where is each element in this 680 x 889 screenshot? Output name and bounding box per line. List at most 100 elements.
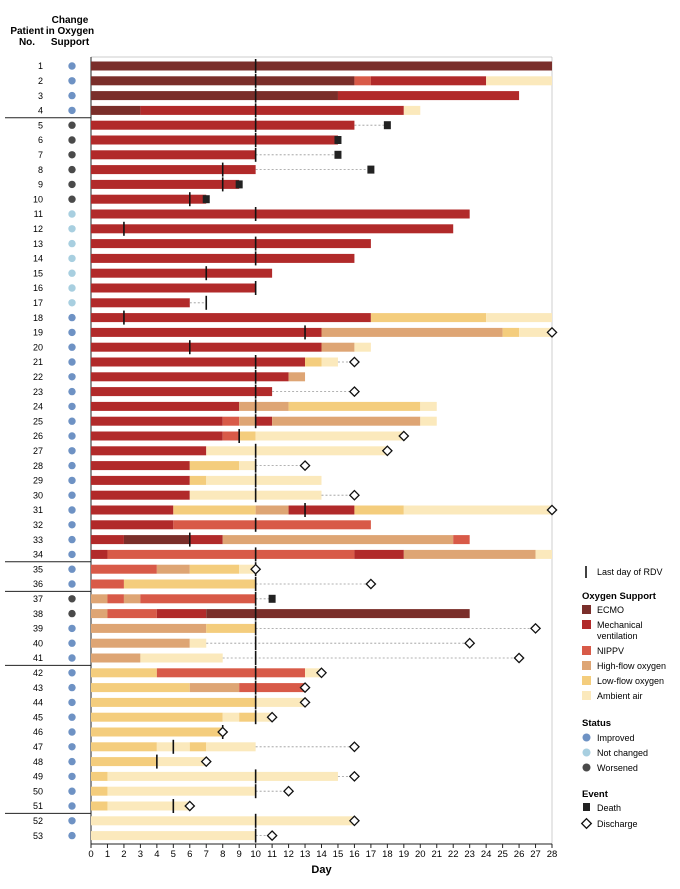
patient-row-50: 50 <box>33 784 295 799</box>
x-tick-label: 19 <box>399 849 410 860</box>
bar-segment-mech <box>91 401 240 411</box>
status-dot-improved <box>68 402 76 411</box>
discharge-marker <box>266 830 278 842</box>
patient-number: 51 <box>33 801 43 811</box>
patient-row-45: 45 <box>33 710 278 725</box>
x-tick-label: 3 <box>138 849 143 860</box>
bar-segment-mech <box>91 209 470 219</box>
legend-label: Improved <box>597 733 635 743</box>
bar-segment-mech <box>354 549 404 559</box>
patient-number: 34 <box>33 550 43 560</box>
discharge-marker <box>530 622 542 634</box>
status-dot-improved <box>68 77 76 85</box>
patient-row-49: 49 <box>33 769 360 784</box>
discharge-marker <box>398 430 410 442</box>
patient-number: 21 <box>33 357 43 367</box>
bar-segment-nippv <box>91 579 124 589</box>
legend-swatch-ecmo <box>582 605 591 614</box>
bar-segment-lfo <box>189 475 207 485</box>
discharge-marker <box>348 741 360 753</box>
bar-segment-mech <box>140 105 404 115</box>
bar-segment-air <box>519 327 552 337</box>
patient-row-41: 41 <box>33 651 525 665</box>
patient-row-2: 2 <box>38 73 552 88</box>
patient-number: 38 <box>33 609 43 619</box>
bar-segment-nippv <box>354 76 371 86</box>
discharge-marker <box>217 726 229 738</box>
x-tick-label: 10 <box>250 849 261 860</box>
status-dot-worsened <box>68 180 76 189</box>
x-tick-label: 13 <box>300 849 311 860</box>
bar-segment-lfo <box>239 712 256 722</box>
bar-segment-ecmo <box>123 535 190 545</box>
bar-segment-mech <box>91 446 207 456</box>
x-tick-label: 6 <box>187 849 192 860</box>
bar-segment-mech <box>91 372 289 382</box>
bar-segment-mech <box>91 194 207 204</box>
bar-segment-mech <box>91 179 240 189</box>
legend-swatch-nippv <box>582 646 591 655</box>
status-dot-improved <box>68 624 76 633</box>
bar-segment-mech <box>91 505 174 515</box>
bar-segment-air <box>255 431 404 441</box>
bar-segment-mech <box>91 461 190 471</box>
legend-label: ventilation <box>597 631 638 641</box>
bar-segment-mech <box>91 327 322 337</box>
patient-row-38: 38 <box>33 606 470 621</box>
legend-dot-improved <box>582 733 591 742</box>
bar-segment-air <box>156 757 207 767</box>
status-dot-worsened <box>68 136 76 144</box>
patient-row-12: 12 <box>33 221 454 236</box>
status-dot-improved <box>68 106 76 115</box>
status-dot-worsened <box>68 609 76 618</box>
status-dot-improved <box>68 831 76 840</box>
legend: Last day of RDV Oxygen Support ECMO Mechani… <box>580 566 666 830</box>
discharge-marker <box>464 637 476 649</box>
bar-segment-mech <box>91 357 306 367</box>
bar-segment-lfo <box>189 564 240 574</box>
x-tick-label: 1 <box>105 849 110 860</box>
bar-segment-lfo <box>123 579 256 589</box>
status-dot-improved <box>68 447 76 455</box>
bar-segment-nippv <box>453 535 470 545</box>
status-dot-improved <box>68 535 76 544</box>
x-tick-label: 14 <box>316 849 327 860</box>
bar-segment-air <box>107 786 256 796</box>
bar-segment-mech <box>91 283 256 293</box>
bar-segment-mech <box>91 239 371 249</box>
legend-item-improved: Improved <box>582 733 635 743</box>
bar-segment-air <box>255 697 306 707</box>
bar-segment-air <box>239 461 256 471</box>
bar-segment-lfo <box>354 505 404 515</box>
patient-row-24: 24 <box>33 399 437 414</box>
patient-row-1: 1 <box>38 59 552 73</box>
patient-row-35: 35 <box>33 562 262 577</box>
discharge-marker <box>513 652 525 664</box>
bar-segment-hfo <box>91 623 207 633</box>
patient-number: 29 <box>33 476 43 486</box>
patient-row-6: 6 <box>38 133 342 147</box>
legend-label: NIPPV <box>597 646 624 656</box>
bar-segment-mech <box>91 475 190 485</box>
bar-segment-mech <box>156 609 207 619</box>
patient-number: 4 <box>38 106 43 116</box>
bar-segment-nippv <box>173 520 371 530</box>
x-tick-label: 20 <box>415 849 426 860</box>
discharge-marker <box>348 770 360 782</box>
status-dot-improved <box>68 432 76 440</box>
patient-row-26: 26 <box>33 429 410 443</box>
patient-number: 6 <box>38 135 43 145</box>
bar-segment-lfo <box>91 771 108 781</box>
patient-row-36: 36 <box>33 577 377 591</box>
legend-status-title: Status <box>582 718 611 729</box>
status-dot-improved <box>68 698 76 707</box>
status-dot-improved <box>68 817 76 825</box>
status-dot-improved <box>68 683 76 692</box>
bar-segment-air <box>206 446 388 456</box>
bar-segment-hfo <box>255 505 289 515</box>
bar-segment-air <box>222 712 240 722</box>
status-dot-notchanged <box>68 299 76 307</box>
legend-label: Death <box>597 803 621 813</box>
